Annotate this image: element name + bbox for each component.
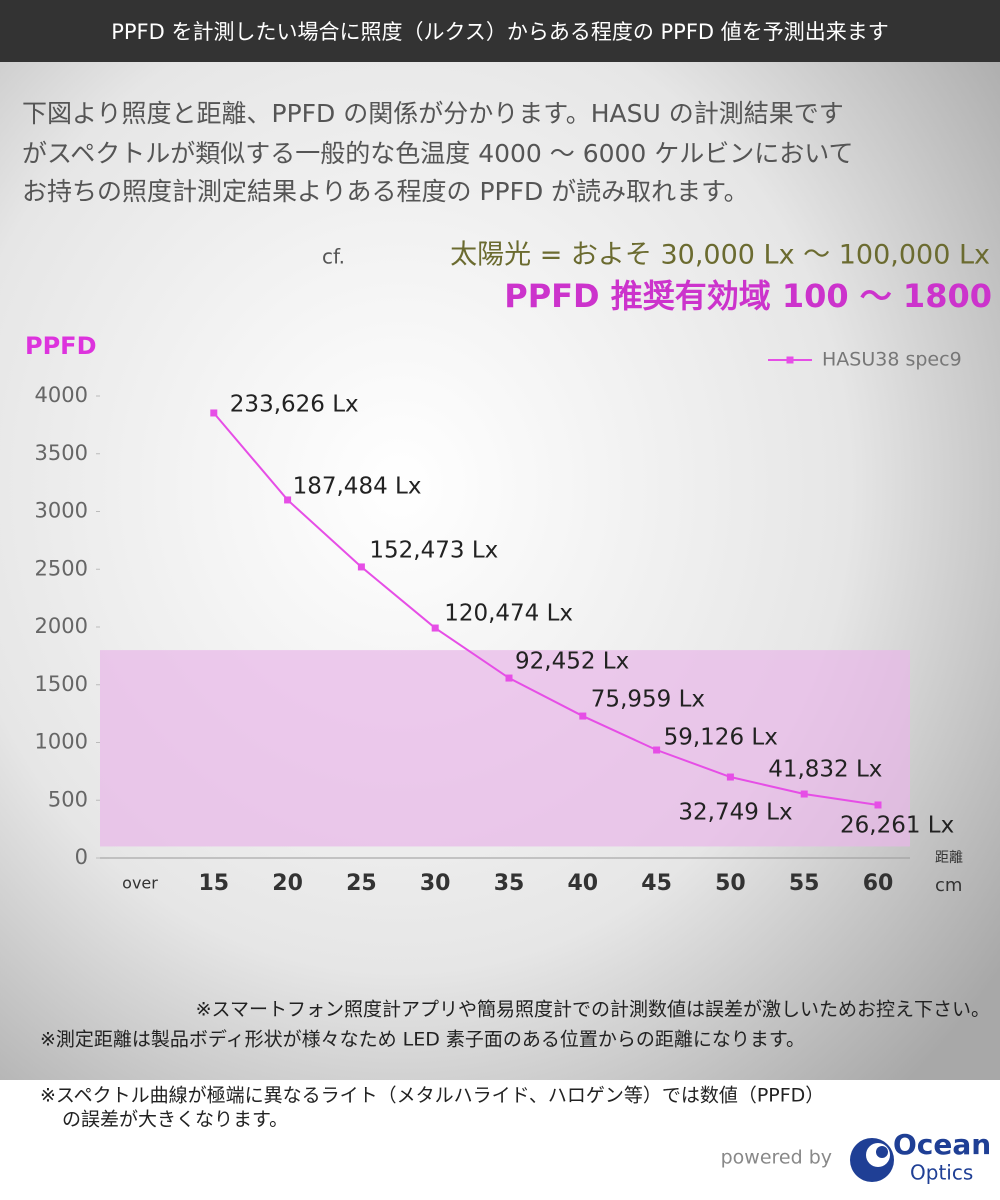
intro-line: がスペクトルが類似する一般的な色温度 4000 ～ 6000 ケルビンにおいて <box>22 139 854 168</box>
powered-by: powered by <box>721 1147 832 1169</box>
reference-text: 太陽光 = およそ 30,000 Lx ～ 100,000 Lx <box>450 240 990 271</box>
logo-text: Optics <box>910 1161 973 1185</box>
note: ※測定距離は製品ボディ形状が様々なため LED 素子面のある位置からの距離になり… <box>40 1029 805 1051</box>
note: の誤差が大きくなります。 <box>62 1109 288 1131</box>
x-tick-label: 60 <box>863 871 894 896</box>
y-tick-label: 3000 <box>35 499 88 523</box>
data-point <box>357 563 365 571</box>
intro-line: お持ちの照度計測定結果よりある程度の PPFD が読み取れます。 <box>22 177 749 206</box>
x-tick-label: 55 <box>789 871 820 896</box>
point-label: 75,959 Lx <box>591 687 705 713</box>
data-point <box>874 801 882 809</box>
point-label: 187,484 Lx <box>293 473 422 499</box>
y-tick-label: 0 <box>75 845 88 869</box>
point-label: 120,474 Lx <box>444 601 573 627</box>
header-bar <box>0 0 1000 62</box>
data-point <box>800 790 808 798</box>
logo-icon <box>850 1138 894 1182</box>
footer-background <box>0 1080 1000 1200</box>
x-tick-label: 25 <box>346 871 377 896</box>
x-tick-label: 15 <box>198 871 229 896</box>
x-tick-label: 35 <box>494 871 525 896</box>
y-tick-label: 2000 <box>35 614 88 638</box>
background <box>0 0 1000 1080</box>
legend-label: HASU38 spec9 <box>822 349 962 371</box>
point-label: 92,452 Lx <box>515 649 629 675</box>
x-axis-unit: cm <box>935 875 962 896</box>
recommended-range: PPFD 推奨有効域 100 ～ 1800 <box>504 277 992 315</box>
y-tick-label: 1000 <box>35 730 88 754</box>
point-label: 152,473 Lx <box>369 537 498 563</box>
data-point <box>284 496 292 504</box>
logo-text: Ocean <box>893 1128 991 1161</box>
note: ※スマートフォン照度計アプリや簡易照度計での計測数値は誤差が激しいためお控え下さ… <box>196 999 990 1021</box>
x-tick-label: 30 <box>420 871 451 896</box>
data-point <box>726 773 734 781</box>
data-point <box>653 746 661 754</box>
y-tick-label: 3500 <box>35 441 88 465</box>
data-point <box>505 674 513 682</box>
legend-marker <box>786 356 794 364</box>
y-tick-label: 2500 <box>35 556 88 580</box>
y-axis-label: PPFD <box>25 332 97 360</box>
x-tick-label: 20 <box>272 871 303 896</box>
point-label: 32,749 Lx <box>678 800 792 826</box>
point-label: 41,832 Lx <box>768 757 882 783</box>
data-point <box>579 712 587 720</box>
point-label: 26,261 Lx <box>840 812 954 838</box>
x-axis-label: 距離 <box>935 849 963 866</box>
x-tick-label: 50 <box>715 871 746 896</box>
header-title: PPFD を計測したい場合に照度（ルクス）からある程度の PPFD 値を予測出来… <box>111 20 889 44</box>
point-label: 233,626 Lx <box>230 391 359 417</box>
reference-prefix: cf. <box>322 245 345 269</box>
x-tick-label: over <box>122 874 158 893</box>
point-label: 59,126 Lx <box>664 725 778 751</box>
x-tick-label: 40 <box>567 871 598 896</box>
note: ※スペクトル曲線が極端に異なるライト（メタルハライド、ハロゲン等）では数値（PP… <box>40 1085 824 1107</box>
y-tick-label: 500 <box>48 787 88 811</box>
y-tick-label: 4000 <box>35 383 88 407</box>
series-line <box>213 412 879 806</box>
y-tick-label: 1500 <box>35 672 88 696</box>
intro-line: 下図より照度と距離、PPFD の関係が分かります。HASU の計測結果です <box>22 99 844 128</box>
data-point <box>210 409 218 417</box>
x-tick-label: 45 <box>641 871 672 896</box>
data-point <box>431 624 439 632</box>
recommended-band <box>100 650 910 847</box>
